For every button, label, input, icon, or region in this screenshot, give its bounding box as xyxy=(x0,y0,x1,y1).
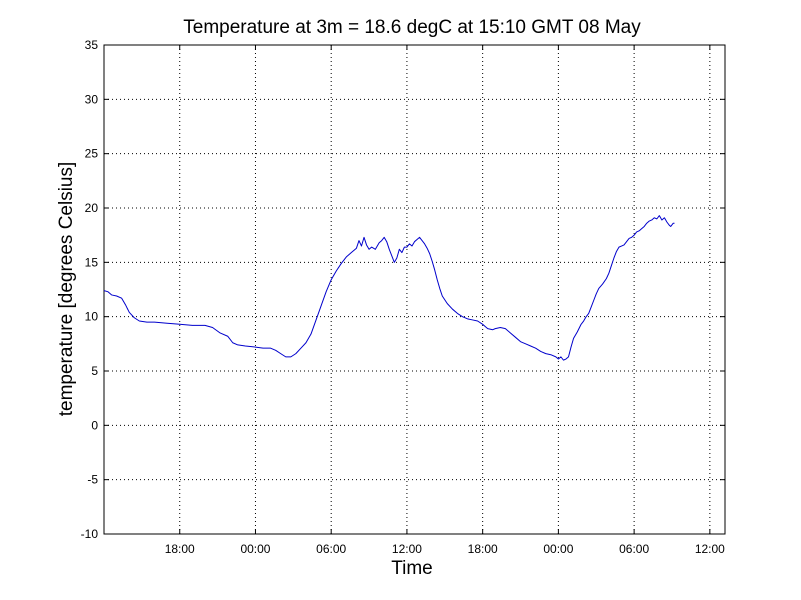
series-layer xyxy=(103,215,675,361)
x-tick-label: 18:00 xyxy=(468,542,498,556)
chart-title: Temperature at 3m = 18.6 degC at 15:10 G… xyxy=(183,17,641,38)
x-tick-label: 00:00 xyxy=(543,542,573,556)
y-axis-label: temperature [degrees Celsius] xyxy=(56,162,77,417)
x-tick-label: 06:00 xyxy=(316,542,346,556)
y-tick-label: -10 xyxy=(81,527,99,541)
x-tick-label: 12:00 xyxy=(695,542,725,556)
y-tick-label: 35 xyxy=(85,38,99,52)
tick-layer: -10 -5 0 5 10 15 20 25 30 35 18:00 00:00 06:00 12:00 1… xyxy=(81,38,726,556)
x-axis-label: Time xyxy=(391,558,433,579)
x-tick-label: 06:00 xyxy=(619,542,649,556)
y-tick-label: 0 xyxy=(91,418,98,432)
y-tick-label: 20 xyxy=(85,201,99,215)
x-tick-label: 12:00 xyxy=(392,542,422,556)
y-tick-label: -5 xyxy=(87,473,98,487)
y-tick-label: 10 xyxy=(85,310,99,324)
plot-frame xyxy=(103,44,726,535)
grid-layer xyxy=(104,45,725,534)
x-tick-label: 00:00 xyxy=(240,542,270,556)
y-tick-label: 15 xyxy=(85,255,99,269)
y-tick-label: 25 xyxy=(85,147,99,161)
x-tick-label: 18:00 xyxy=(165,542,195,556)
temperature-series-line xyxy=(103,215,675,361)
y-tick-label: 30 xyxy=(85,92,99,106)
y-tick-label: 5 xyxy=(91,364,98,378)
